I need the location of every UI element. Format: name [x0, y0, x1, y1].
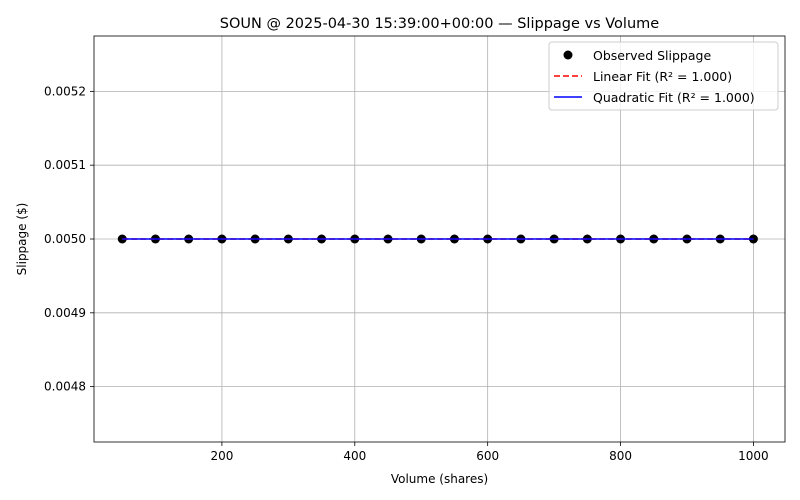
y-tick-label: 0.0051	[44, 158, 86, 172]
y-tick-label: 0.0048	[44, 380, 86, 394]
x-tick-label: 800	[609, 449, 632, 463]
x-tick-label: 400	[343, 449, 366, 463]
x-tick-label: 200	[210, 449, 233, 463]
y-tick-label: 0.0049	[44, 306, 86, 320]
legend-label-observed: Observed Slippage	[593, 48, 711, 63]
plot-series	[117, 234, 758, 244]
chart-title: SOUN @ 2025-04-30 15:39:00+00:00 — Slipp…	[220, 16, 659, 32]
x-axis-ticks: 200 400 600 800 1000	[210, 442, 769, 463]
y-tick-label: 0.0052	[44, 84, 86, 98]
legend: Observed Slippage Linear Fit (R² = 1.000…	[548, 41, 779, 111]
y-axis-ticks: 0.0048 0.0049 0.0050 0.0051 0.0052	[44, 84, 94, 394]
x-axis-label: Volume (shares)	[391, 472, 488, 486]
legend-label-quadratic: Quadratic Fit (R² = 1.000)	[593, 90, 755, 105]
x-tick-label: 600	[476, 449, 499, 463]
legend-marker-observed	[563, 50, 573, 60]
y-axis-label: Slippage ($)	[15, 203, 29, 276]
legend-label-linear: Linear Fit (R² = 1.000)	[593, 69, 732, 84]
y-tick-label: 0.0050	[44, 232, 86, 246]
x-tick-label: 1000	[738, 449, 769, 463]
legend-box	[548, 41, 779, 111]
